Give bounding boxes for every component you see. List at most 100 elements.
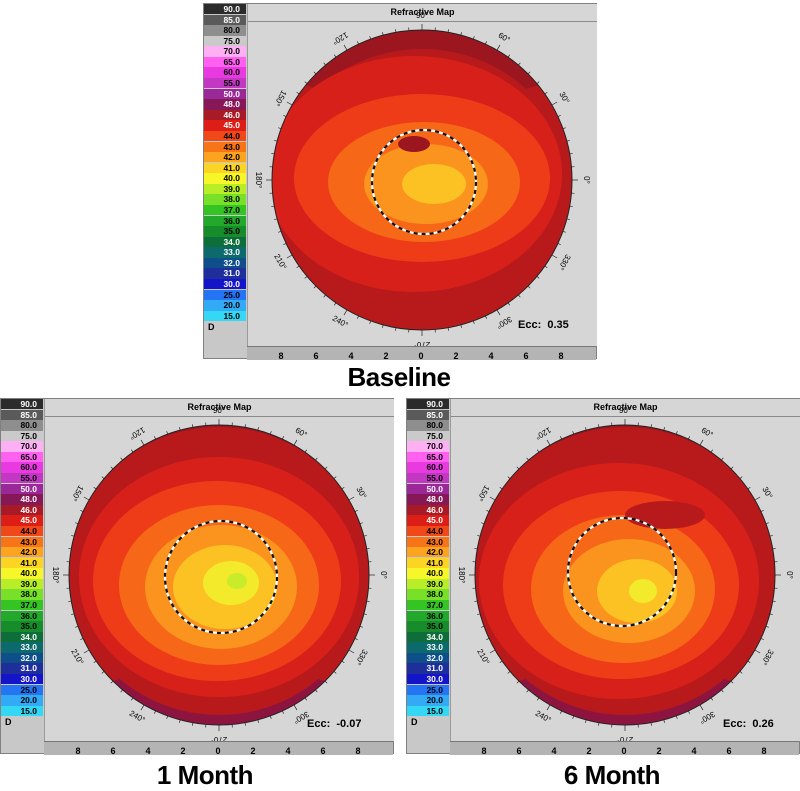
angle-label: 300° bbox=[495, 314, 514, 330]
map-zone bbox=[402, 164, 466, 204]
legend-swatch: 40.0 bbox=[407, 568, 449, 578]
axis-tick-label: 6 bbox=[523, 351, 528, 361]
axis-tick-label: 8 bbox=[278, 351, 283, 361]
legend-swatch: 48.0 bbox=[1, 494, 43, 504]
angle-label: 240° bbox=[128, 709, 147, 725]
axis-tick-label: 6 bbox=[320, 746, 325, 756]
legend-swatch: 70.0 bbox=[204, 46, 246, 56]
legend-swatch: 30.0 bbox=[407, 674, 449, 684]
axis-tick-label: 4 bbox=[691, 746, 696, 756]
axis-tick-label: 4 bbox=[488, 351, 493, 361]
angle-label: 150° bbox=[475, 484, 491, 503]
legend-unit: D bbox=[1, 716, 43, 728]
legend-swatch: 34.0 bbox=[1, 632, 43, 642]
angle-label: 240° bbox=[331, 314, 350, 330]
legend-swatch: 46.0 bbox=[1, 505, 43, 515]
map-zone bbox=[227, 573, 247, 589]
angle-label: 150° bbox=[272, 89, 288, 108]
caption-1-month: 1 Month bbox=[157, 760, 253, 791]
legend-swatch: 34.0 bbox=[204, 237, 246, 247]
angle-label: 120° bbox=[331, 30, 350, 46]
caption-baseline: Baseline bbox=[348, 362, 451, 393]
angle-label: 210° bbox=[69, 647, 85, 666]
refractive-map-plot: 90°60°30°0°330°300°270°240°210°180°150°1… bbox=[451, 399, 800, 741]
map-zone bbox=[629, 579, 657, 603]
legend-swatch: 33.0 bbox=[204, 247, 246, 257]
axis-tick-label: 0 bbox=[621, 746, 626, 756]
axis-tick-label: 2 bbox=[453, 351, 458, 361]
legend-swatch: 45.0 bbox=[407, 515, 449, 525]
legend-swatch: 90.0 bbox=[1, 399, 43, 409]
legend-swatch: 30.0 bbox=[1, 674, 43, 684]
legend-swatch: 60.0 bbox=[1, 462, 43, 472]
angle-label: 90° bbox=[213, 406, 225, 415]
legend-swatch: 25.0 bbox=[1, 685, 43, 695]
axis-tick-label: 4 bbox=[551, 746, 556, 756]
axis-tick-label: 2 bbox=[250, 746, 255, 756]
legend-swatch: 41.0 bbox=[407, 558, 449, 568]
axis-tick-label: 2 bbox=[383, 351, 388, 361]
legend-swatch: 80.0 bbox=[1, 420, 43, 430]
axis-tick-label: 8 bbox=[75, 746, 80, 756]
axis-tick-label: 0 bbox=[418, 351, 423, 361]
angle-label: 330° bbox=[759, 648, 775, 667]
axis-tick-label: 2 bbox=[586, 746, 591, 756]
legend-swatch: 60.0 bbox=[204, 67, 246, 77]
axis-tick-label: 0 bbox=[215, 746, 220, 756]
angle-label: 30° bbox=[354, 485, 368, 500]
legend-swatch: 90.0 bbox=[407, 399, 449, 409]
legend-swatch: 34.0 bbox=[407, 632, 449, 642]
legend-swatch: 75.0 bbox=[1, 431, 43, 441]
angle-label: 0° bbox=[785, 571, 794, 579]
legend-swatch: 85.0 bbox=[1, 410, 43, 420]
angle-label: 210° bbox=[272, 252, 288, 271]
legend-swatch: 70.0 bbox=[1, 441, 43, 451]
map-window: Refractive Map 90°60°30°0°330°300°270°24… bbox=[247, 4, 597, 346]
legend-swatch: 44.0 bbox=[204, 131, 246, 141]
legend-swatch: 65.0 bbox=[1, 452, 43, 462]
legend-swatch: 40.0 bbox=[204, 173, 246, 183]
angle-label: 240° bbox=[534, 709, 553, 725]
legend-swatch: 46.0 bbox=[204, 110, 246, 120]
angle-label: 120° bbox=[128, 425, 147, 441]
legend-unit: D bbox=[407, 716, 449, 728]
legend-swatch: 20.0 bbox=[1, 695, 43, 705]
legend-swatch: 43.0 bbox=[204, 142, 246, 152]
map-window: Refractive Map 90°60°30°0°330°300°270°24… bbox=[450, 399, 800, 741]
legend-swatch: 41.0 bbox=[1, 558, 43, 568]
legend-swatch: 39.0 bbox=[1, 579, 43, 589]
legend-swatch: 80.0 bbox=[407, 420, 449, 430]
legend-swatch: 41.0 bbox=[204, 163, 246, 173]
refractive-map-plot: 90°60°30°0°330°300°270°240°210°180°150°1… bbox=[45, 399, 394, 741]
legend-swatch: 38.0 bbox=[1, 589, 43, 599]
legend-swatch: 44.0 bbox=[1, 526, 43, 536]
legend-swatch: 31.0 bbox=[204, 268, 246, 278]
legend-swatch: 30.0 bbox=[204, 279, 246, 289]
map-zone bbox=[625, 501, 705, 529]
legend-swatch: 35.0 bbox=[1, 621, 43, 631]
legend-swatch: 32.0 bbox=[1, 653, 43, 663]
axis-tick-label: 6 bbox=[313, 351, 318, 361]
ecc-label: Ecc: bbox=[723, 718, 746, 730]
axis-tick-label: 8 bbox=[355, 746, 360, 756]
legend-swatch: 35.0 bbox=[204, 226, 246, 236]
ecc-value: -0.07 bbox=[336, 718, 361, 730]
legend-swatch: 46.0 bbox=[407, 505, 449, 515]
legend-swatch: 55.0 bbox=[1, 473, 43, 483]
legend-swatch: 39.0 bbox=[407, 579, 449, 589]
legend-swatch: 32.0 bbox=[407, 653, 449, 663]
angle-label: 150° bbox=[69, 484, 85, 503]
legend-swatch: 39.0 bbox=[204, 184, 246, 194]
legend-swatch: 50.0 bbox=[204, 89, 246, 99]
angle-label: 180° bbox=[457, 567, 466, 584]
legend-swatch: 31.0 bbox=[407, 663, 449, 673]
axis-tick-label: 6 bbox=[516, 746, 521, 756]
legend-swatch: 45.0 bbox=[1, 515, 43, 525]
legend-swatch: 75.0 bbox=[204, 36, 246, 46]
ecc-value: 0.35 bbox=[547, 319, 568, 331]
legend-swatch: 37.0 bbox=[204, 205, 246, 215]
